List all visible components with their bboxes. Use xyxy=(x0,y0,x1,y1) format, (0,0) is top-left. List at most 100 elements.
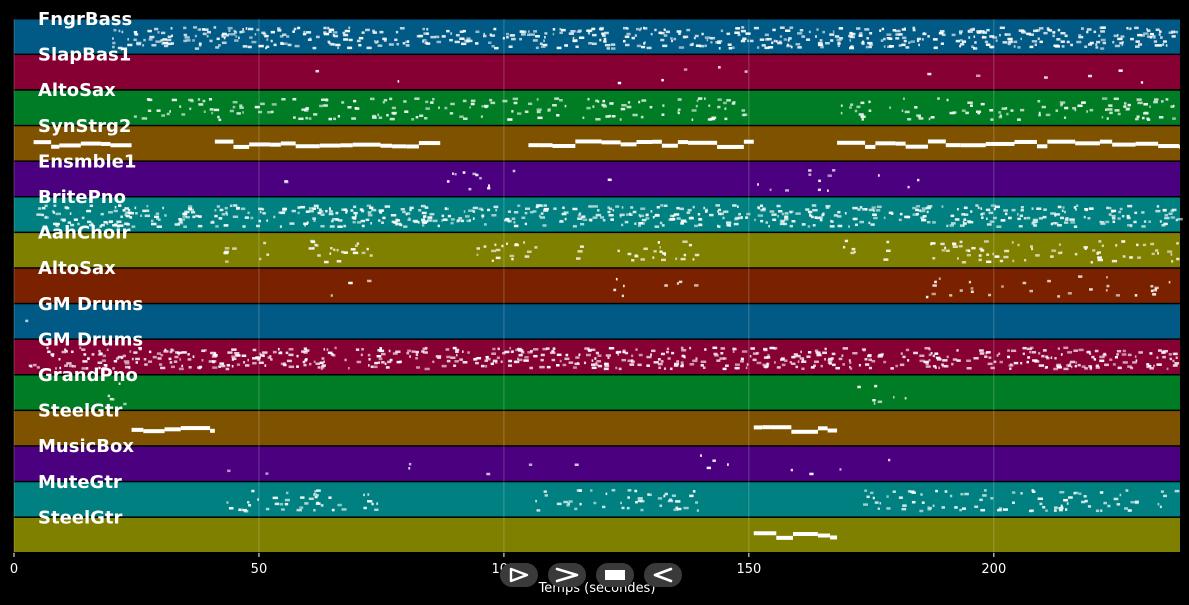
note xyxy=(686,28,691,32)
note xyxy=(98,366,101,370)
note xyxy=(937,97,940,100)
note xyxy=(294,44,300,48)
note xyxy=(285,351,289,355)
note xyxy=(1161,351,1165,354)
note xyxy=(241,30,245,33)
note xyxy=(1175,356,1178,360)
note xyxy=(676,360,680,363)
note xyxy=(1090,261,1093,264)
note xyxy=(982,212,985,215)
note xyxy=(927,220,931,224)
note xyxy=(356,242,360,245)
stop-button[interactable] xyxy=(596,563,634,587)
note xyxy=(706,38,709,42)
back-button[interactable] xyxy=(644,563,682,587)
note xyxy=(406,351,410,355)
note xyxy=(289,222,295,225)
note xyxy=(524,110,529,114)
note xyxy=(258,207,263,211)
note xyxy=(988,293,992,297)
note xyxy=(485,357,491,361)
note xyxy=(1130,366,1134,370)
note xyxy=(789,224,794,228)
note xyxy=(348,26,351,29)
note xyxy=(198,215,202,218)
note xyxy=(304,502,309,505)
note xyxy=(631,258,635,262)
note xyxy=(849,39,852,42)
note xyxy=(328,117,333,121)
note xyxy=(343,33,349,37)
note xyxy=(402,210,406,214)
note xyxy=(1171,208,1177,212)
note xyxy=(623,26,627,30)
note-events xyxy=(25,26,1183,540)
note xyxy=(717,66,721,69)
note xyxy=(818,179,821,183)
note xyxy=(183,33,188,37)
note xyxy=(539,42,543,46)
note xyxy=(1162,355,1166,359)
note xyxy=(638,214,641,217)
note xyxy=(1016,213,1019,216)
note xyxy=(880,39,884,42)
note xyxy=(156,225,162,228)
note xyxy=(1087,350,1091,354)
play-button[interactable] xyxy=(500,563,538,587)
note xyxy=(787,43,789,47)
note xyxy=(980,249,985,252)
note xyxy=(280,211,286,215)
note xyxy=(777,210,783,213)
note xyxy=(1114,44,1121,48)
note xyxy=(446,359,451,363)
note xyxy=(666,347,670,351)
note xyxy=(934,366,937,369)
note xyxy=(801,35,806,38)
note xyxy=(918,209,922,212)
note xyxy=(371,114,377,118)
note xyxy=(1126,216,1131,220)
note xyxy=(1123,105,1127,108)
note xyxy=(543,39,545,43)
note xyxy=(850,103,854,106)
note xyxy=(790,468,794,472)
note xyxy=(51,354,54,358)
note xyxy=(427,219,432,222)
note xyxy=(861,42,865,46)
note xyxy=(183,39,187,43)
note xyxy=(402,42,406,45)
note xyxy=(1172,104,1175,108)
note xyxy=(394,38,398,42)
note xyxy=(470,102,475,106)
note xyxy=(1103,501,1107,505)
note xyxy=(1066,364,1070,367)
note xyxy=(760,219,764,223)
note xyxy=(214,352,217,355)
forward-button[interactable] xyxy=(548,563,586,587)
note xyxy=(923,360,929,364)
note xyxy=(898,496,903,499)
note xyxy=(313,493,317,496)
note xyxy=(560,28,566,32)
note xyxy=(142,209,147,213)
note xyxy=(1127,204,1133,208)
note xyxy=(133,351,138,354)
note xyxy=(660,31,665,35)
note xyxy=(985,141,1015,146)
note xyxy=(240,207,246,211)
note xyxy=(727,463,729,466)
note xyxy=(143,357,147,361)
note xyxy=(817,41,823,45)
note xyxy=(1167,250,1173,253)
note xyxy=(455,33,460,37)
note xyxy=(901,43,906,47)
note xyxy=(598,27,604,31)
note xyxy=(463,39,469,42)
note xyxy=(166,42,169,46)
note xyxy=(332,217,337,221)
note xyxy=(583,361,587,365)
note xyxy=(740,29,746,33)
note xyxy=(1038,111,1041,115)
note xyxy=(608,207,613,210)
note xyxy=(225,367,230,371)
